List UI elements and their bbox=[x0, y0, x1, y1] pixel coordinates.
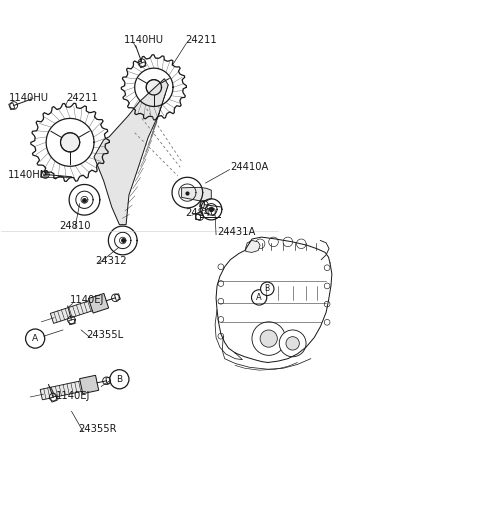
Circle shape bbox=[252, 322, 286, 355]
Circle shape bbox=[324, 320, 330, 325]
Circle shape bbox=[269, 237, 278, 247]
Text: 24431A: 24431A bbox=[217, 227, 255, 237]
Text: 24355L: 24355L bbox=[86, 330, 123, 340]
Polygon shape bbox=[181, 188, 211, 201]
Text: B: B bbox=[116, 375, 122, 384]
Circle shape bbox=[25, 329, 45, 348]
Circle shape bbox=[218, 316, 224, 322]
Polygon shape bbox=[80, 375, 99, 394]
Polygon shape bbox=[200, 201, 204, 208]
Polygon shape bbox=[40, 381, 84, 400]
Text: B: B bbox=[264, 285, 270, 293]
Polygon shape bbox=[195, 214, 200, 220]
Polygon shape bbox=[139, 62, 146, 68]
Circle shape bbox=[324, 301, 330, 307]
Text: 1140HU: 1140HU bbox=[124, 36, 164, 46]
Polygon shape bbox=[88, 293, 108, 313]
Text: 1140HM: 1140HM bbox=[8, 170, 49, 180]
Circle shape bbox=[297, 239, 306, 248]
Polygon shape bbox=[246, 241, 260, 253]
Polygon shape bbox=[106, 377, 111, 384]
Polygon shape bbox=[41, 171, 46, 177]
Circle shape bbox=[146, 80, 161, 95]
Polygon shape bbox=[94, 79, 168, 225]
Circle shape bbox=[252, 290, 267, 305]
Text: 24312: 24312 bbox=[96, 256, 127, 266]
Polygon shape bbox=[9, 103, 15, 110]
Text: 24810: 24810 bbox=[59, 221, 91, 231]
Circle shape bbox=[283, 237, 293, 247]
Circle shape bbox=[260, 330, 277, 347]
Text: 1140EJ: 1140EJ bbox=[56, 391, 90, 401]
Circle shape bbox=[60, 133, 80, 152]
Circle shape bbox=[324, 265, 330, 270]
Text: 24840: 24840 bbox=[185, 208, 216, 217]
Circle shape bbox=[218, 298, 224, 304]
Circle shape bbox=[255, 239, 265, 248]
Circle shape bbox=[218, 333, 224, 339]
Circle shape bbox=[218, 264, 224, 270]
Text: 1140EJ: 1140EJ bbox=[70, 296, 105, 305]
Circle shape bbox=[279, 330, 306, 357]
Circle shape bbox=[218, 281, 224, 287]
Text: A: A bbox=[32, 334, 38, 343]
Polygon shape bbox=[69, 319, 75, 325]
Text: 24410A: 24410A bbox=[230, 162, 269, 172]
Circle shape bbox=[261, 282, 274, 296]
Polygon shape bbox=[50, 300, 94, 323]
Polygon shape bbox=[50, 396, 57, 402]
Text: 24355R: 24355R bbox=[78, 423, 117, 433]
Circle shape bbox=[324, 283, 330, 289]
Text: 1140HU: 1140HU bbox=[9, 93, 49, 103]
Circle shape bbox=[110, 370, 129, 389]
Text: 24211: 24211 bbox=[67, 93, 98, 103]
Polygon shape bbox=[115, 294, 120, 300]
Text: A: A bbox=[256, 293, 262, 302]
Circle shape bbox=[286, 336, 300, 350]
Text: 24211: 24211 bbox=[185, 36, 216, 46]
